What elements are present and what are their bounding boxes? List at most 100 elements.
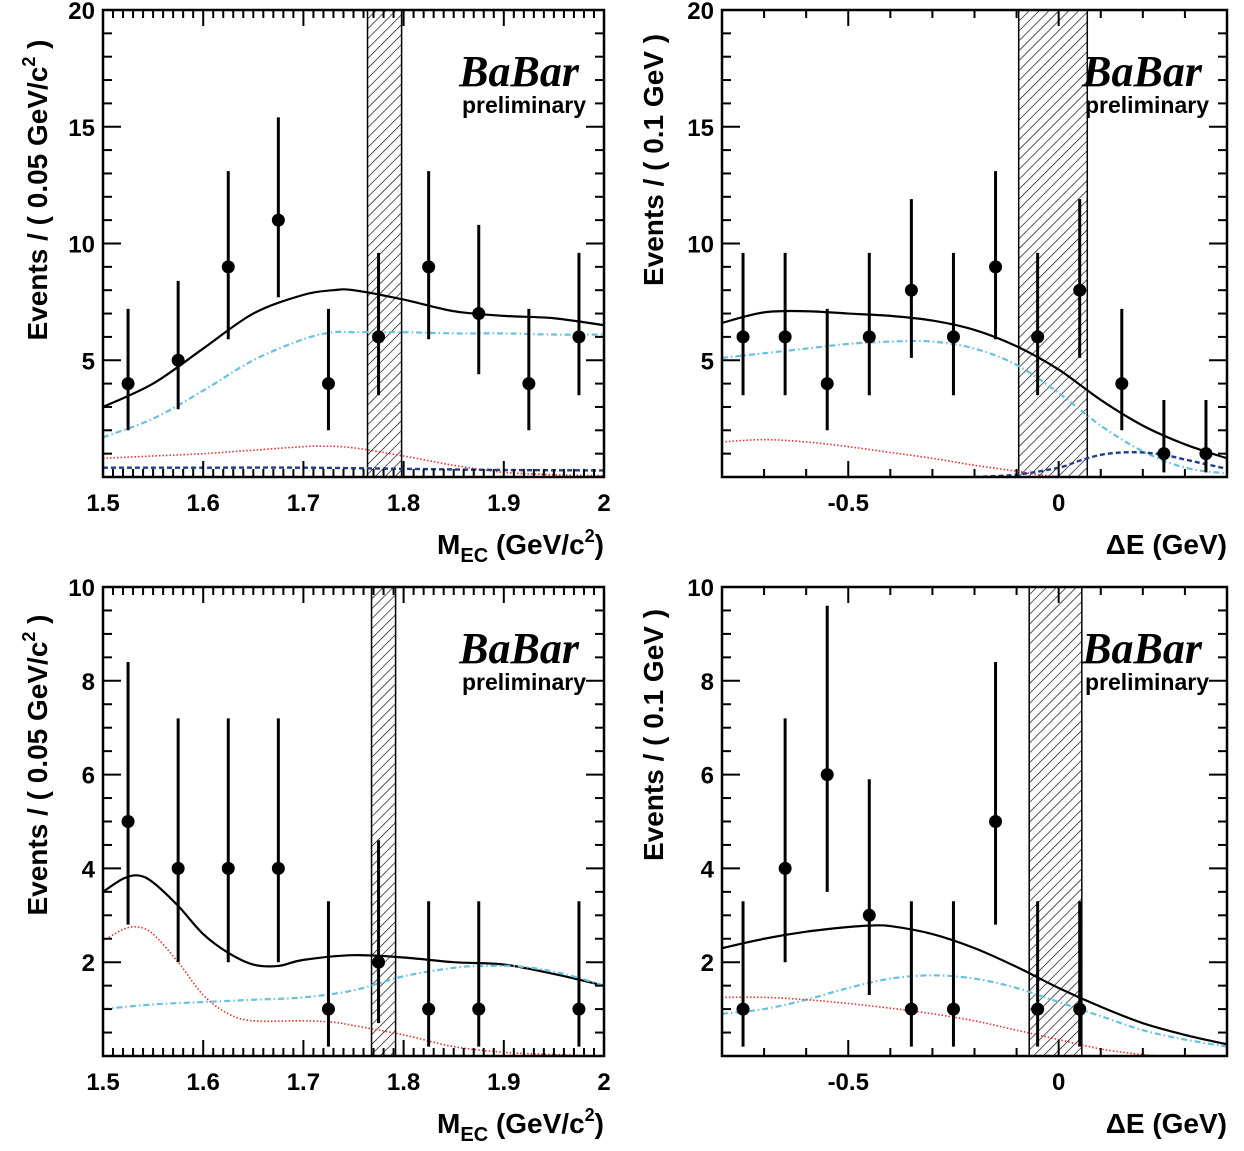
data-point (1073, 1002, 1087, 1016)
panel-1: 1.5 1.6 1.7 1.8 1.9 2 5 10 15 20 MEC (GeV/c2) Event… (19, 0, 611, 567)
axis-ticks (721, 586, 1228, 1057)
x-tick-label: 1.8 (387, 1069, 420, 1096)
x-tick-label: 1.6 (187, 490, 220, 517)
data-point (321, 1002, 335, 1016)
data-point (989, 260, 1003, 274)
data-point (572, 1002, 586, 1016)
y-tick-label: 2 (82, 950, 95, 977)
x-tick-label: 0 (1052, 1069, 1065, 1096)
babar-logo-text: BaBar (458, 47, 580, 96)
signal-region-band (370, 586, 397, 1057)
data-point (778, 861, 792, 875)
y-tick-label: 6 (82, 763, 95, 790)
data-point (904, 283, 918, 297)
y-axis-title: Events / ( 0.1 GeV ) (638, 34, 669, 286)
x-tick-label: 1.5 (86, 490, 119, 517)
y-tick-label: 20 (687, 0, 714, 25)
data-point (171, 861, 185, 875)
axis-ticks (102, 9, 605, 478)
data-point (904, 1002, 918, 1016)
data-point (121, 377, 135, 391)
fit-curve-dashdot (103, 964, 604, 1011)
fit-curve-dashed (974, 450, 1227, 477)
x-axis-title: ΔE (GeV) (1106, 529, 1227, 560)
data-point (736, 330, 750, 344)
x-axis-title: MEC (GeV/c2) (437, 526, 604, 567)
preliminary-label: preliminary (1085, 669, 1209, 695)
x-tick-label: 2 (597, 1069, 610, 1096)
fit-curve-dotted (722, 438, 1059, 477)
y-tick-label: 4 (82, 856, 96, 883)
fit-curve-total (103, 288, 604, 408)
data-point (221, 861, 235, 875)
x-tick-label: 1.7 (287, 490, 320, 517)
babar-logo-text: BaBar (458, 624, 580, 673)
preliminary-label: preliminary (1085, 92, 1209, 118)
preliminary-label: preliminary (462, 92, 586, 118)
fit-curve-total (722, 924, 1227, 1046)
x-tick-label: 1.5 (86, 1069, 119, 1096)
y-tick-label: 10 (68, 232, 95, 259)
y-tick-label: 15 (68, 115, 95, 142)
data-point (1199, 447, 1213, 461)
x-axis-title: ΔE (GeV) (1106, 1108, 1227, 1139)
x-tick-label: 1.6 (187, 1069, 220, 1096)
y-tick-label: 20 (68, 0, 95, 25)
fit-curve-dashdot (722, 339, 1227, 475)
x-axis-title: MEC (GeV/c2) (437, 1105, 604, 1146)
data-point (472, 307, 486, 321)
fit-curve-dotted (103, 445, 604, 477)
y-axis-title: Events / ( 0.05 GeV/c2 ) (19, 614, 53, 915)
y-tick-label: 5 (701, 348, 714, 375)
data-point (321, 377, 335, 391)
x-tick-label: -0.5 (828, 1069, 869, 1096)
x-tick-label: 2 (597, 490, 610, 517)
data-point (1031, 1002, 1045, 1016)
fit-curve-dashdot (722, 974, 1227, 1048)
data-point (946, 1002, 960, 1016)
panel-3: 1.5 1.6 1.7 1.8 1.9 2 2 4 6 8 10 MEC (GeV/c2) Events… (19, 575, 611, 1146)
preliminary-label: preliminary (462, 669, 586, 695)
data-point (372, 955, 386, 969)
data-point (820, 768, 834, 782)
data-point (422, 260, 436, 274)
y-tick-label: 15 (687, 115, 714, 142)
data-point (1157, 447, 1171, 461)
data-point (862, 330, 876, 344)
data-point (1073, 283, 1087, 297)
y-tick-label: 6 (701, 763, 714, 790)
y-tick-label: 10 (687, 232, 714, 259)
fit-curve-dotted (103, 925, 604, 1056)
x-tick-label: 1.9 (487, 1069, 520, 1096)
axis-ticks (102, 586, 605, 1057)
data-point (989, 815, 1003, 828)
x-tick-label: 0 (1052, 490, 1065, 517)
panel-2: -0.5 0 5 10 15 20 ΔE (GeV) Events / ( 0.1 GeV )… (638, 0, 1229, 560)
y-tick-label: 10 (687, 575, 714, 602)
y-axis-title: Events / ( 0.1 GeV ) (638, 609, 669, 861)
data-point (1031, 330, 1045, 344)
fit-curve-dashed (103, 466, 604, 472)
y-tick-label: 4 (701, 856, 715, 883)
babar-logo-text: BaBar (1081, 624, 1203, 673)
babar-logo-text: BaBar (1081, 47, 1203, 96)
y-tick-label: 10 (68, 575, 95, 602)
panel-4: -0.5 0 2 4 6 8 10 ΔE (GeV) Events / ( 0.1 GeV ) B… (638, 575, 1229, 1139)
y-tick-label: 8 (82, 669, 95, 696)
data-point (171, 353, 185, 367)
y-tick-label: 2 (701, 950, 714, 977)
data-point (271, 213, 285, 227)
y-tick-label: 5 (82, 348, 95, 375)
data-point (778, 330, 792, 344)
data-point (522, 377, 536, 391)
data-point (862, 908, 876, 922)
x-tick-label: 1.7 (287, 1069, 320, 1096)
y-tick-label: 8 (701, 669, 714, 696)
data-point (422, 1002, 436, 1016)
data-point (572, 330, 586, 344)
